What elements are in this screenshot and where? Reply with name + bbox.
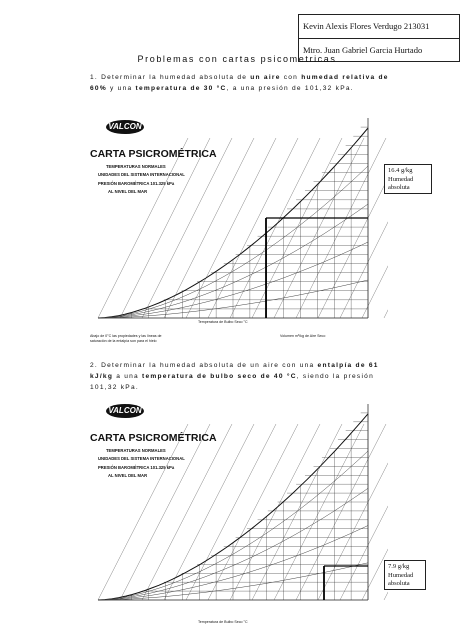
brand-logo: VALCON bbox=[106, 120, 144, 134]
chart-2-title: CARTA PSICROMÉTRICA bbox=[90, 432, 217, 444]
callout-1-label: Humedad bbox=[388, 175, 414, 183]
enthalpy-line bbox=[141, 423, 233, 601]
enthalpy-line bbox=[119, 423, 211, 601]
relative-humidity-curve bbox=[97, 525, 369, 601]
enthalpy-line bbox=[163, 137, 255, 319]
callout-2-label: Humedad bbox=[388, 571, 414, 579]
enthalpy-line bbox=[97, 423, 189, 601]
enthalpy-line bbox=[339, 505, 388, 601]
enthalpy-line bbox=[273, 423, 365, 601]
enthalpy-line bbox=[185, 423, 277, 601]
psychrometric-chart-2: VALCON CARTA PSICROMÉTRICA TEMPERATURAS … bbox=[88, 394, 426, 630]
student-name: Kevin Alexis Flores Verdugo 213031 bbox=[303, 21, 430, 31]
enthalpy-line bbox=[119, 137, 211, 319]
relative-humidity-curve bbox=[97, 203, 369, 319]
enthalpy-line bbox=[251, 137, 343, 319]
chart-1-units: UNIDADES DEL SISTEMA INTERNACIONAL bbox=[98, 172, 185, 177]
chart-2-graphic bbox=[97, 404, 388, 601]
relative-humidity-curve bbox=[97, 562, 369, 601]
chart-1-graphic bbox=[97, 118, 388, 319]
enthalpy-line bbox=[229, 137, 321, 319]
teacher-name: Mtro. Juan Gabriel Garcia Hurtado bbox=[299, 38, 459, 61]
answer-callout-1: 16.4 g/kg Humedad absoluta bbox=[384, 164, 432, 194]
saturation-curve bbox=[97, 413, 369, 601]
enthalpy-line bbox=[273, 137, 365, 319]
problem-2-text: 2. Determinar la humedad absoluta de un … bbox=[90, 362, 379, 391]
chart-2-units: UNIDADES DEL SISTEMA INTERNACIONAL bbox=[98, 456, 185, 461]
callout-2-label-2: absoluta bbox=[388, 580, 410, 587]
relative-humidity-curve bbox=[97, 279, 369, 319]
brand-logo: VALCON bbox=[106, 404, 144, 418]
chart-2-altitude: AL NIVEL DEL MAR bbox=[108, 473, 148, 478]
enthalpy-line bbox=[185, 137, 277, 319]
enthalpy-line bbox=[251, 423, 343, 601]
chart-1-title: CARTA PSICROMÉTRICA bbox=[90, 148, 217, 160]
relative-humidity-curve bbox=[97, 450, 369, 601]
chart-1-pressure: PRESIÓN BAROMÉTRICA 101.325 kPa bbox=[98, 181, 175, 186]
enthalpy-line bbox=[97, 137, 189, 319]
document-title: Problemas con cartas psicometricas bbox=[137, 54, 337, 64]
problem-1-text: 1. Determinar la humedad absoluta de un … bbox=[90, 74, 389, 92]
enthalpy-line bbox=[361, 265, 388, 319]
chart-1-footnote-2: saturación de la entalpía son para el hi… bbox=[90, 339, 157, 343]
enthalpy-line bbox=[295, 423, 387, 601]
enthalpy-line bbox=[361, 548, 388, 601]
answer-callout-2: 7.9 g/kg Humedad absoluta bbox=[384, 560, 426, 590]
relative-humidity-curve bbox=[97, 241, 369, 319]
saturation-curve bbox=[97, 127, 369, 319]
enthalpy-line bbox=[339, 221, 388, 319]
relative-humidity-curve bbox=[97, 488, 369, 601]
callout-2-value: 7.9 g/kg bbox=[388, 563, 410, 570]
psychrometric-chart-1: VALCON CARTA PSICROMÉTRICA TEMPERATURAS … bbox=[88, 108, 432, 348]
author-box: Kevin Alexis Flores Verdugo 213031 Mtro.… bbox=[298, 14, 460, 62]
relative-humidity-curve bbox=[97, 165, 369, 319]
chart-2-subtitle: TEMPERATURAS NORMALES bbox=[106, 448, 166, 453]
enthalpy-line bbox=[141, 137, 233, 319]
chart-1-subtitle: TEMPERATURAS NORMALES bbox=[106, 164, 166, 169]
chart-1-altitude: AL NIVEL DEL MAR bbox=[108, 189, 148, 194]
chart-1-footnote-1: Abajo de 0°C las propiedades y las línea… bbox=[90, 334, 162, 338]
chart-1-volume-label: Volumen m³/kg de Aire Seco bbox=[280, 334, 326, 338]
chart-1-xaxis-label: Temperatura de Bulbo Seco °C bbox=[198, 320, 248, 324]
chart-2-xaxis-label: Temperatura de Bulbo Seco °C bbox=[198, 620, 248, 624]
enthalpy-line bbox=[207, 423, 299, 601]
enthalpy-line bbox=[163, 423, 255, 601]
enthalpy-line bbox=[295, 137, 387, 319]
enthalpy-line bbox=[229, 423, 321, 601]
callout-1-value: 16.4 g/kg bbox=[388, 167, 413, 174]
enthalpy-line bbox=[207, 137, 299, 319]
chart-2-pressure: PRESIÓN BAROMÉTRICA 101.325 kPa bbox=[98, 465, 175, 470]
callout-1-label-2: absoluta bbox=[388, 184, 410, 191]
